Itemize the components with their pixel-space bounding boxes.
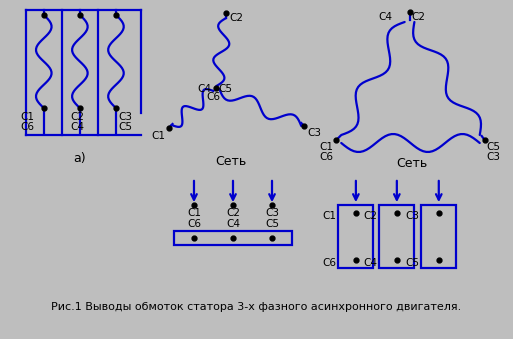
Text: C6: C6 (322, 258, 337, 268)
Text: C2: C2 (363, 211, 378, 221)
Text: C4: C4 (378, 12, 392, 22)
Text: C4: C4 (363, 258, 378, 268)
Text: C1: C1 (320, 142, 333, 152)
Text: C4: C4 (226, 219, 240, 229)
Text: C6: C6 (187, 219, 201, 229)
Text: C3: C3 (405, 211, 419, 221)
Bar (174, 231, 291, 245)
Text: C6: C6 (20, 122, 34, 132)
Text: C5: C5 (265, 219, 279, 229)
Text: C1: C1 (322, 211, 337, 221)
Text: C5: C5 (486, 142, 501, 152)
Bar (379, 205, 415, 268)
Text: C3: C3 (486, 152, 501, 162)
Bar (421, 205, 457, 268)
Text: C3: C3 (307, 128, 321, 138)
Text: C2: C2 (226, 208, 240, 218)
Bar (339, 205, 373, 268)
Text: C1: C1 (152, 131, 166, 141)
Text: C2: C2 (411, 12, 425, 22)
Text: C2: C2 (70, 112, 84, 122)
Text: C6: C6 (207, 92, 221, 102)
Text: C4: C4 (70, 122, 84, 132)
Text: C4: C4 (197, 84, 211, 94)
Text: Сеть: Сеть (396, 157, 427, 170)
Text: C1: C1 (187, 208, 201, 218)
Text: Сеть: Сеть (215, 155, 247, 168)
Text: C2: C2 (229, 13, 243, 23)
Text: C6: C6 (320, 152, 333, 162)
Text: C1: C1 (20, 112, 34, 122)
Text: C3: C3 (265, 208, 279, 218)
Text: C5: C5 (118, 122, 132, 132)
Text: а): а) (73, 152, 86, 165)
Text: C3: C3 (118, 112, 132, 122)
Text: C5: C5 (219, 84, 232, 94)
Text: C5: C5 (405, 258, 419, 268)
Text: Рис.1 Выводы обмоток статора 3-х фазного асинхронного двигателя.: Рис.1 Выводы обмоток статора 3-х фазного… (51, 302, 462, 312)
